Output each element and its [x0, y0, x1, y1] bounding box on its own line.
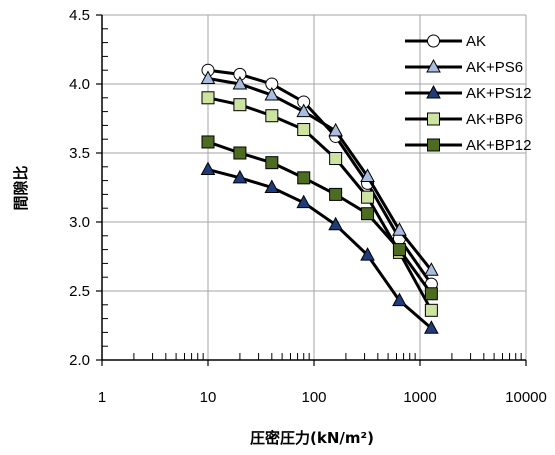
- data-point-square: [424, 303, 438, 317]
- data-point-triangle: [426, 58, 441, 73]
- data-point-square: [233, 98, 247, 112]
- data-point-square: [361, 207, 375, 221]
- legend-label: AK+PS6: [466, 59, 523, 76]
- data-point-square: [427, 112, 440, 126]
- x-tick-label: 100: [301, 389, 326, 406]
- data-point-triangle: [296, 194, 312, 209]
- data-series: [200, 63, 439, 334]
- data-point-triangle: [392, 222, 407, 236]
- data-point-square: [265, 156, 279, 170]
- data-point-square: [201, 135, 215, 149]
- tick-labels: 2.0 2.5 3.0 3.5 4.0 4.5 1 10 100 1000 10000: [69, 7, 547, 406]
- data-point-triangle: [328, 122, 343, 137]
- legend: AK AK+PS6 AK+PS12 AK+BP6 AK+BP12: [405, 33, 531, 154]
- data-point-triangle: [264, 86, 280, 101]
- x-tick-label: 10: [200, 389, 217, 406]
- series-line: [207, 96, 433, 312]
- data-point-square: [329, 187, 343, 201]
- series-ak-bp12: [201, 135, 438, 301]
- y-axis-title: 間隙比: [12, 165, 30, 210]
- data-point-square: [329, 152, 343, 166]
- data-point-triangle: [200, 70, 216, 84]
- data-point-square: [297, 123, 311, 137]
- data-point-triangle: [424, 262, 439, 276]
- tick-marks: [96, 14, 527, 366]
- legend-entry: AK+BP6: [405, 111, 523, 128]
- data-point-triangle: [392, 292, 407, 307]
- data-point-square: [392, 243, 406, 257]
- legend-entry: AK+PS6: [405, 58, 523, 76]
- data-point-triangle: [360, 247, 375, 261]
- x-tick-label: 10000: [505, 389, 547, 406]
- data-point-triangle: [232, 169, 248, 184]
- data-point-triangle: [426, 84, 441, 99]
- x-axis-title: 圧密圧力(kN/m²): [250, 429, 374, 447]
- y-tick-label: 2.5: [69, 283, 90, 300]
- legend-label: AK+BP12: [466, 137, 531, 154]
- legend-label: AK+BP6: [466, 111, 523, 128]
- series-line: [207, 140, 433, 295]
- y-tick-label: 3.0: [69, 214, 90, 231]
- series-ak-bp6: [201, 91, 438, 317]
- legend-entry: AK+PS12: [405, 84, 531, 102]
- data-point-triangle: [296, 103, 312, 118]
- series-ak-ps6: [200, 70, 439, 276]
- data-point-square: [201, 91, 215, 105]
- legend-label: AK+PS12: [466, 85, 531, 102]
- data-point-triangle: [200, 161, 216, 176]
- y-tick-label: 4.5: [69, 7, 90, 24]
- data-point-square: [265, 109, 279, 123]
- data-point-triangle: [232, 75, 248, 90]
- data-point-square: [361, 190, 375, 204]
- series-line: [207, 168, 433, 330]
- legend-label: AK: [466, 33, 486, 50]
- data-point-triangle: [328, 216, 343, 231]
- data-point-triangle: [264, 179, 280, 193]
- series-ak-ps12: [200, 161, 439, 334]
- data-point-square: [424, 287, 438, 301]
- data-point-square: [297, 171, 311, 185]
- data-point-square: [427, 138, 440, 152]
- legend-entry: AK: [405, 33, 486, 50]
- data-point-triangle: [360, 168, 375, 182]
- legend-entry: AK+BP12: [405, 137, 531, 154]
- x-tick-label: 1000: [403, 389, 436, 406]
- data-point-triangle: [424, 320, 439, 334]
- grid-lines: [102, 14, 527, 360]
- y-tick-label: 2.0: [69, 352, 90, 369]
- data-point-circle: [427, 34, 440, 48]
- data-point-square: [233, 146, 247, 160]
- x-tick-label: 1: [98, 389, 106, 406]
- y-tick-label: 4.0: [69, 76, 90, 93]
- y-tick-label: 3.5: [69, 145, 90, 162]
